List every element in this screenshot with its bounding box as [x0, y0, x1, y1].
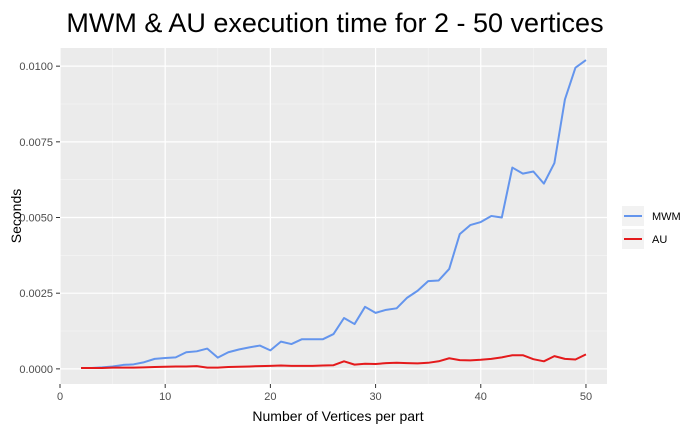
x-tick-label: 40 — [475, 391, 487, 403]
y-tick-label: 0.0025 — [19, 288, 53, 300]
series-lines — [81, 59, 587, 369]
chart-title: MWM & AU execution time for 2 - 50 verti… — [66, 8, 603, 38]
grid — [59, 48, 607, 384]
legend: MWM AU — [622, 206, 681, 249]
series-line-mwm — [81, 59, 587, 369]
x-tick-label: 20 — [264, 391, 276, 403]
legend-label-mwm: MWM — [652, 211, 681, 223]
x-axis: 0 10 20 30 40 50 — [57, 384, 592, 403]
y-tick-label: 0.0100 — [19, 61, 53, 73]
series-line-au — [81, 353, 587, 369]
x-tick-label: 0 — [57, 391, 63, 403]
x-tick-label: 10 — [159, 391, 171, 403]
x-axis-label: Number of Vertices per part — [252, 408, 423, 424]
y-tick-label: 0.0000 — [19, 364, 53, 376]
y-tick-label: 0.0050 — [19, 213, 53, 225]
y-tick-label: 0.0075 — [19, 137, 53, 149]
x-tick-label: 30 — [369, 391, 381, 403]
y-axis: 0.0000 0.0025 0.0050 0.0075 0.0100 — [19, 61, 60, 376]
x-tick-label: 50 — [580, 391, 592, 403]
legend-label-au: AU — [652, 234, 667, 246]
y-axis-label: Seconds — [8, 189, 24, 243]
